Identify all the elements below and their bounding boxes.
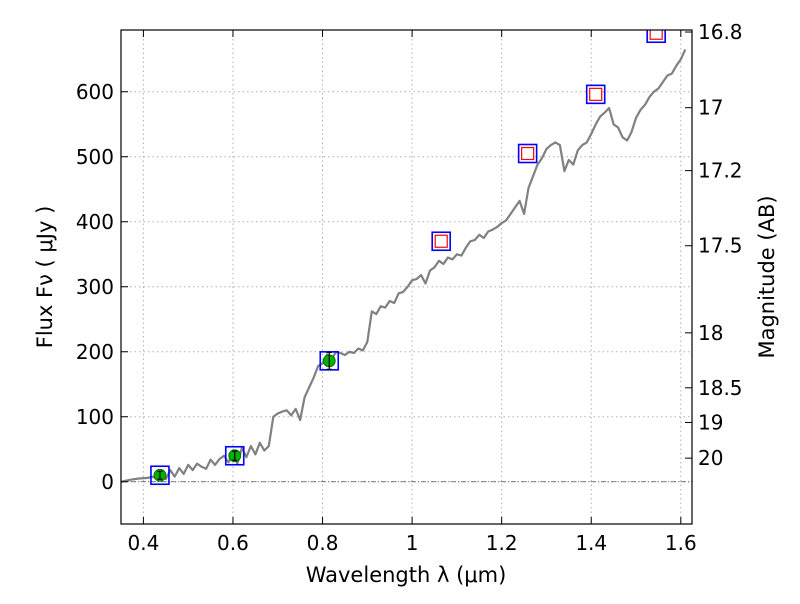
plot-frame — [120, 29, 693, 525]
magnitude-tick-label: 18.5 — [698, 376, 743, 400]
right-axis-label: Magnitude (AB) — [755, 195, 779, 358]
y-tick-label: 100 — [76, 405, 114, 429]
upper-limit-marker — [649, 30, 663, 40]
x-tick-label: 0.8 — [307, 531, 339, 555]
y-tick-label: 600 — [76, 80, 114, 104]
upper-limit-marker — [589, 87, 603, 101]
photometry-box — [224, 445, 245, 466]
magnitude-axis-ticks: 16.8 17 17.2 17.5 18 18.5 19 20 — [685, 20, 743, 470]
grid-lines — [121, 30, 692, 524]
x-axis-ticks: 0.4 0.6 0.8 1 1.2 1.4 1.6 — [127, 30, 697, 555]
y-tick-label: 500 — [76, 145, 114, 169]
x-tick-label: 1.4 — [575, 531, 607, 555]
y-tick-label: 400 — [76, 210, 114, 234]
x-tick-label: 0.4 — [127, 531, 159, 555]
y-axis-label: Flux Fν ( μJy ) — [33, 206, 57, 349]
magnitude-tick-label: 19 — [698, 410, 723, 434]
magnitude-tick-label: 17 — [698, 96, 723, 120]
y-tick-label: 200 — [76, 340, 114, 364]
x-tick-label: 1 — [406, 531, 419, 555]
photometry-points — [150, 30, 666, 486]
x-tick-label: 0.6 — [217, 531, 249, 555]
magnitude-tick-label: 17.2 — [698, 159, 743, 183]
y-axis-ticks: 0 100 200 300 400 500 600 — [76, 80, 128, 494]
photometry-box — [150, 465, 170, 486]
x-tick-label: 1.6 — [665, 531, 697, 555]
x-tick-label: 1.2 — [486, 531, 518, 555]
photometry-box — [517, 143, 538, 164]
spectrum-line — [121, 49, 687, 483]
spectrum-series — [121, 49, 687, 483]
upper-limit-marker — [434, 234, 448, 248]
photometry-box — [431, 231, 452, 252]
x-axis-label: Wavelength λ (μm) — [306, 563, 507, 587]
y-tick-label: 0 — [101, 470, 114, 494]
photometry-box — [585, 84, 606, 105]
magnitude-tick-label: 16.8 — [698, 20, 743, 44]
photometry-box — [646, 30, 666, 44]
upper-limit-marker — [521, 146, 535, 161]
magnitude-tick-label: 17.5 — [698, 234, 743, 258]
y-tick-label: 300 — [76, 275, 114, 299]
magnitude-tick-label: 18 — [698, 321, 723, 345]
magnitude-tick-label: 20 — [698, 446, 723, 470]
